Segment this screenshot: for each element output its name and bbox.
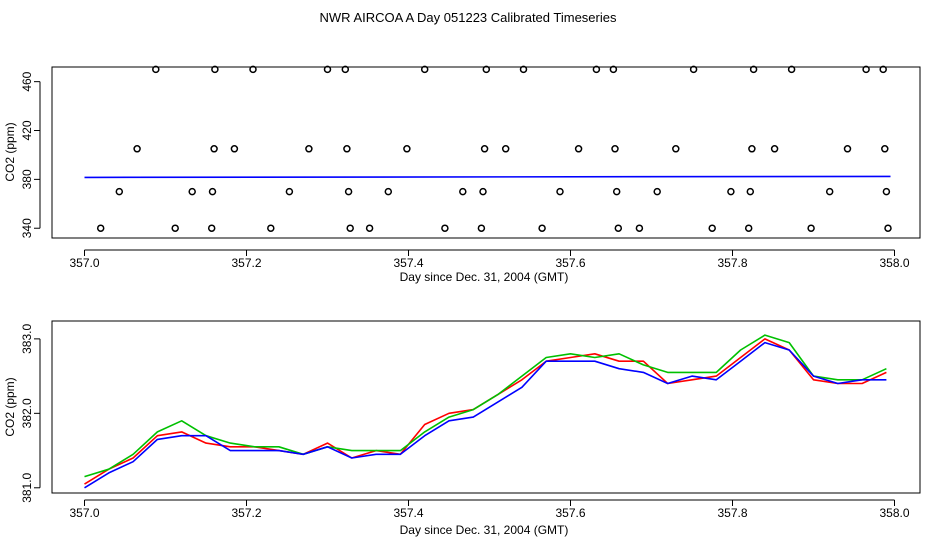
data-point-marker (403, 145, 411, 153)
data-point-marker (727, 187, 735, 196)
data-point-marker (689, 65, 698, 74)
series-line-2 (84, 341, 887, 489)
bottom-y-axis-label: CO2 (ppm) (3, 377, 17, 436)
x-tick-label: 357.0 (69, 506, 99, 520)
data-point-marker (171, 224, 179, 232)
x-tick-label: 357.2 (231, 506, 261, 520)
data-point-marker (843, 145, 852, 153)
data-point-marker (882, 187, 891, 196)
data-point-marker (230, 145, 239, 153)
data-point-marker (477, 224, 486, 232)
y-tick-label: 380 (20, 169, 34, 189)
data-point-marker (825, 187, 834, 196)
data-point-marker (612, 187, 621, 196)
data-point-marker (207, 224, 216, 232)
data-point-marker (884, 224, 892, 232)
top-plot-frame (51, 66, 921, 239)
data-point-marker (749, 65, 758, 74)
data-point-marker (611, 145, 619, 153)
data-point-marker (420, 65, 429, 74)
bottom-panel: 357.0 357.2 357.4 357.6 357.8 358.0 381.0 382.… (3, 320, 921, 537)
data-point-marker (341, 65, 350, 74)
y-tick-label: 460 (20, 71, 34, 91)
data-point-marker (249, 65, 257, 74)
data-point-marker (208, 187, 217, 196)
x-tick-label: 357.0 (69, 256, 99, 270)
data-point-marker (96, 224, 105, 232)
series-line-1 (84, 175, 891, 179)
data-point-marker (459, 187, 467, 196)
data-point-marker (384, 187, 393, 196)
data-point-marker (538, 224, 546, 232)
top-data-marks (84, 65, 892, 232)
data-point-marker (787, 65, 796, 74)
data-point-marker (323, 65, 332, 74)
data-point-marker (672, 145, 680, 153)
data-point-marker (635, 224, 644, 232)
data-point-marker (441, 224, 449, 232)
y-tick-label: 382.0 (20, 398, 34, 428)
bottom-y-axis: 381.0 382.0 383.0 (20, 324, 41, 503)
data-point-marker (210, 145, 218, 153)
data-point-marker (614, 224, 623, 232)
bottom-plot-frame (51, 320, 921, 494)
data-point-marker (744, 224, 753, 232)
chart-title: NWR AIRCOA A Day 051223 Calibrated Times… (320, 10, 617, 25)
data-point-marker (365, 224, 374, 232)
top-x-axis-label: Day since Dec. 31, 2004 (GMT) (400, 270, 569, 284)
data-point-marker (343, 145, 351, 153)
data-point-marker (807, 224, 815, 232)
bottom-x-axis: 357.0 357.2 357.4 357.6 357.8 358.0 (69, 499, 910, 520)
data-point-marker (344, 187, 353, 196)
x-tick-label: 357.8 (717, 506, 747, 520)
data-point-marker (133, 145, 141, 153)
data-point-marker (188, 187, 196, 196)
data-point-marker (152, 65, 160, 74)
x-tick-label: 357.8 (717, 256, 747, 270)
top-panel: 357.0 357.2 357.4 357.6 357.8 358.0 340 380 420… (3, 65, 921, 284)
x-tick-label: 357.2 (231, 256, 261, 270)
bottom-data-marks (84, 334, 887, 489)
top-x-axis: 357.0 357.2 357.4 357.6 357.8 358.0 (69, 249, 910, 270)
x-tick-label: 358.0 (879, 256, 909, 270)
x-tick-label: 357.4 (393, 256, 423, 270)
series-line-0 (84, 338, 887, 485)
y-tick-label: 340 (20, 218, 34, 238)
top-y-axis: 340 380 420 460 (20, 71, 41, 238)
y-tick-label: 383.0 (20, 324, 34, 354)
data-point-marker (609, 65, 618, 74)
data-point-marker (479, 187, 487, 196)
x-tick-label: 357.4 (393, 506, 423, 520)
data-point-marker (881, 145, 889, 153)
data-point-marker (519, 65, 528, 74)
data-point-marker (748, 145, 756, 153)
x-tick-label: 357.6 (555, 506, 585, 520)
bottom-x-axis-label: Day since Dec. 31, 2004 (GMT) (400, 523, 569, 537)
x-tick-label: 358.0 (879, 506, 909, 520)
data-point-marker (592, 65, 601, 74)
data-point-marker (556, 187, 564, 196)
data-point-marker (267, 224, 275, 232)
data-point-marker (770, 145, 779, 153)
data-point-marker (862, 65, 870, 74)
data-point-marker (305, 145, 313, 153)
data-point-marker (574, 145, 583, 153)
data-point-marker (653, 187, 661, 196)
y-tick-label: 381.0 (20, 472, 34, 502)
y-tick-label: 420 (20, 120, 34, 140)
data-point-marker (746, 187, 755, 196)
data-point-marker (480, 145, 489, 153)
data-point-marker (115, 187, 124, 196)
data-point-marker (879, 65, 887, 74)
data-point-marker (501, 145, 510, 153)
data-point-marker (708, 224, 716, 232)
x-tick-label: 357.6 (555, 256, 585, 270)
data-point-marker (285, 187, 294, 196)
top-y-axis-label: CO2 (ppm) (3, 122, 17, 181)
data-point-marker (211, 65, 219, 74)
data-point-marker (346, 224, 354, 232)
data-point-marker (482, 65, 491, 74)
series-line-1 (84, 334, 887, 478)
